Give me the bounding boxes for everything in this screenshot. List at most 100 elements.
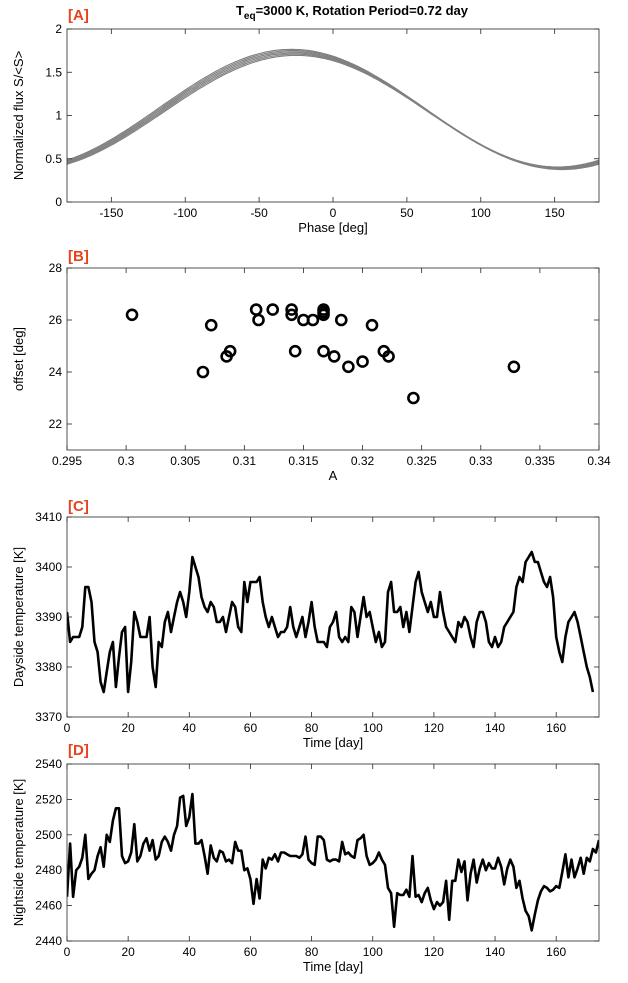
x-tick-label: 0.295 <box>52 454 82 468</box>
y-tick-label: 3370 <box>35 710 62 724</box>
x-tick-label: 160 <box>546 721 566 735</box>
data-point <box>196 365 210 379</box>
panel-c: [C] 0 20 40 60 80 100 120 140 160 3370 3380 3390 3400… <box>11 498 600 750</box>
y-tick-label: 3400 <box>35 560 62 574</box>
data-point <box>223 344 237 358</box>
y-axis-label: Nightside temperature [K] <box>11 779 26 926</box>
x-tick-label: 80 <box>305 721 319 735</box>
x-tick-label: 0.32 <box>351 454 375 468</box>
data-point <box>356 355 369 368</box>
x-tick-label: 140 <box>485 945 505 959</box>
y-tick-label: 0.5 <box>45 152 62 166</box>
x-tick-label: 100 <box>363 945 383 959</box>
x-tick-label: 0.33 <box>469 454 493 468</box>
axes-box <box>66 28 600 203</box>
x-tick-label: 20 <box>121 721 135 735</box>
y-tick-label: 1.5 <box>45 65 62 79</box>
x-tick-label: 40 <box>183 721 197 735</box>
data-point <box>317 305 330 319</box>
data-layer <box>67 550 595 694</box>
data-point <box>334 313 348 327</box>
x-tick-label: 0.31 <box>233 454 257 468</box>
data-point <box>285 303 298 316</box>
x-tick-label: 0 <box>330 206 337 220</box>
x-tick-label: 140 <box>485 721 505 735</box>
y-tick-label: 22 <box>49 417 63 431</box>
data-point <box>317 344 330 358</box>
flux-curve <box>67 51 599 169</box>
x-tick-label: 100 <box>471 206 491 220</box>
data-point <box>266 303 280 316</box>
axes-box <box>66 267 600 451</box>
y-tick-label: 2460 <box>35 899 62 913</box>
x-tick-label: 100 <box>363 721 383 735</box>
x-tick-label: 40 <box>183 945 197 959</box>
data-point <box>306 313 320 327</box>
panel-label: [D] <box>68 742 89 759</box>
x-tick-label: 120 <box>424 945 444 959</box>
series-line <box>67 792 599 932</box>
data-point <box>365 318 379 332</box>
y-tick-label: 3380 <box>35 660 62 674</box>
y-tick-label: 0 <box>55 195 62 209</box>
panel-d: [D] 0 20 40 60 80 100 120 140 160 2440 2460 2480 2500… <box>11 742 600 974</box>
panel-label: [B] <box>68 248 89 265</box>
y-tick-label: 3410 <box>35 510 62 524</box>
data-layer <box>125 303 521 405</box>
panel-b: [B] 0.295 0.3 0.305 0.31 0.315 0.32 0.325 0.33 0.… <box>11 248 611 483</box>
data-layer <box>67 48 599 171</box>
x-tick-label: 60 <box>244 945 258 959</box>
data-point <box>382 350 395 363</box>
x-tick-label: 120 <box>424 721 444 735</box>
y-tick-label: 2540 <box>35 757 62 771</box>
y-tick-label: 2 <box>55 22 62 36</box>
x-axis-label: Time [day] <box>303 959 363 974</box>
y-tick-label: 1 <box>55 109 62 123</box>
y-axis-label: Dayside temperature [K] <box>11 547 26 687</box>
axes-box <box>66 516 600 718</box>
panel-label: [A] <box>68 7 89 24</box>
data-point <box>507 360 521 374</box>
x-tick-label: 0.3 <box>118 454 135 468</box>
x-axis-label: A <box>329 468 338 483</box>
data-point <box>204 318 218 332</box>
y-tick-label: 2440 <box>35 934 62 948</box>
x-axis-label: Time [day] <box>303 735 363 750</box>
y-tick-label: 2480 <box>35 863 62 877</box>
data-point <box>285 308 298 322</box>
y-tick-label: 24 <box>49 365 63 379</box>
figure-title: Teq=3000 K, Rotation Period=0.72 day <box>236 3 469 22</box>
data-point <box>249 303 263 316</box>
x-tick-label: 0 <box>64 945 71 959</box>
x-tick-label: 150 <box>545 206 565 220</box>
x-tick-label: -150 <box>99 206 123 220</box>
panel-a: [A] -150 -100 -50 0 50 100 150 0 0.5 1 1.5 2 Phase [d… <box>11 7 600 235</box>
data-layer <box>67 792 599 932</box>
x-tick-label: -100 <box>173 206 197 220</box>
y-axis-label: Normalized flux S/<S> <box>11 51 26 180</box>
y-tick-label: 2500 <box>35 828 62 842</box>
x-tick-label: 50 <box>400 206 414 220</box>
panel-label: [C] <box>68 498 89 515</box>
x-tick-label: 20 <box>121 945 135 959</box>
data-point <box>327 350 341 363</box>
x-tick-label: -50 <box>250 206 268 220</box>
flux-curve <box>67 54 599 171</box>
data-point <box>342 360 355 374</box>
series-line <box>67 550 595 694</box>
y-tick-label: 28 <box>49 261 63 275</box>
y-tick-label: 2520 <box>35 792 62 806</box>
y-axis-label: offset [deg] <box>11 327 26 391</box>
data-point <box>252 313 265 327</box>
axes-box <box>66 763 600 942</box>
x-tick-label: 0.34 <box>587 454 611 468</box>
data-point <box>407 391 420 405</box>
x-tick-label: 80 <box>305 945 319 959</box>
x-tick-label: 160 <box>546 945 566 959</box>
y-tick-label: 26 <box>49 313 63 327</box>
data-point <box>288 344 302 358</box>
x-tick-label: 0.335 <box>525 454 555 468</box>
x-tick-label: 0.325 <box>407 454 437 468</box>
flux-curve <box>67 48 599 168</box>
flux-curve <box>67 53 599 170</box>
